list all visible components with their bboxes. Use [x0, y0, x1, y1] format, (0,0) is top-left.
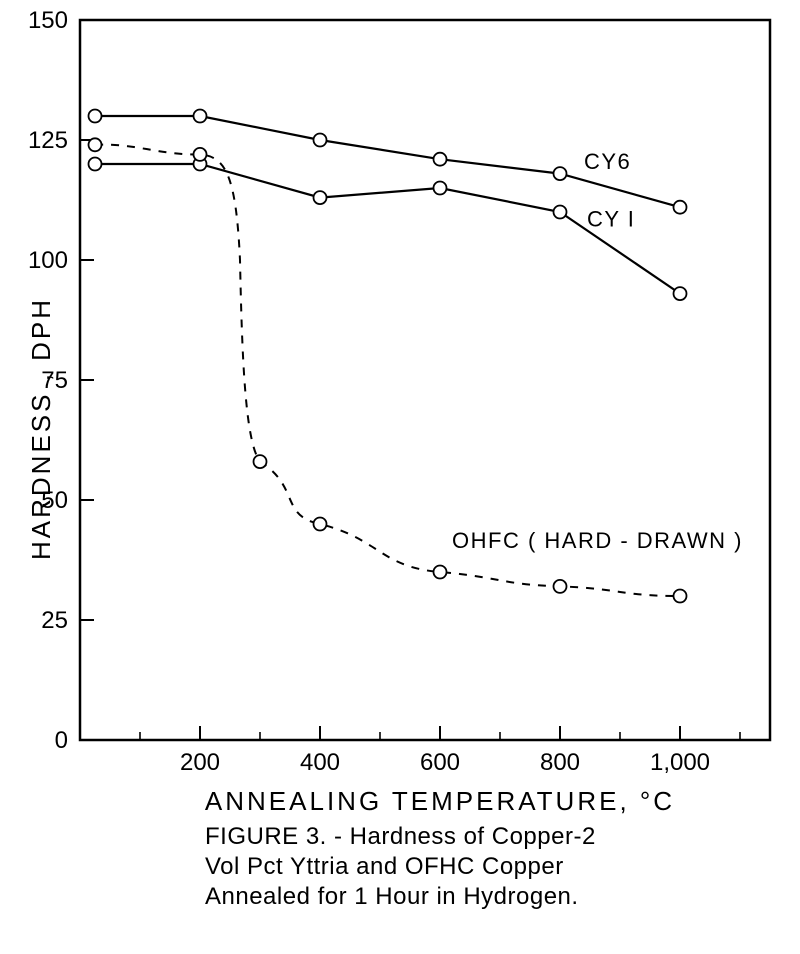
data-marker	[89, 110, 102, 123]
data-marker	[674, 287, 687, 300]
data-marker	[434, 182, 447, 195]
data-marker	[89, 158, 102, 171]
data-marker	[194, 148, 207, 161]
data-marker	[434, 153, 447, 166]
data-marker	[314, 134, 327, 147]
data-marker	[554, 206, 567, 219]
x-tick-label: 400	[300, 749, 340, 776]
data-marker	[554, 580, 567, 593]
y-tick-label: 125	[28, 127, 68, 154]
data-marker	[194, 110, 207, 123]
y-tick-label: 100	[28, 247, 68, 274]
data-marker	[554, 167, 567, 180]
plot-border	[80, 20, 770, 740]
series-label-cy6: CY6	[584, 149, 631, 174]
figure-caption: FIGURE 3. - Hardness of Copper-2 Vol Pct…	[205, 822, 635, 912]
data-marker	[314, 191, 327, 204]
data-marker	[434, 566, 447, 579]
x-tick-label: 800	[540, 749, 580, 776]
x-axis-label: ANNEALING TEMPERATURE, °C	[160, 786, 720, 817]
data-marker	[314, 518, 327, 531]
data-marker	[254, 455, 267, 468]
series-label-cy1: CY I	[587, 206, 635, 231]
data-marker	[674, 590, 687, 603]
y-axis-label: HARDNESS , DPH	[26, 297, 57, 560]
y-tick-label: 25	[41, 607, 68, 634]
x-tick-label: 600	[420, 749, 460, 776]
y-tick-label: 0	[55, 727, 68, 754]
series-label-ohfc: OHFC ( HARD - DRAWN )	[452, 528, 743, 553]
y-tick-label: 150	[28, 7, 68, 34]
data-marker	[89, 138, 102, 151]
data-marker	[674, 201, 687, 214]
x-tick-label: 1,000	[650, 749, 710, 776]
chart-container: 2004006008001,0000255075100125150CY6CY I…	[0, 0, 800, 954]
x-tick-label: 200	[180, 749, 220, 776]
